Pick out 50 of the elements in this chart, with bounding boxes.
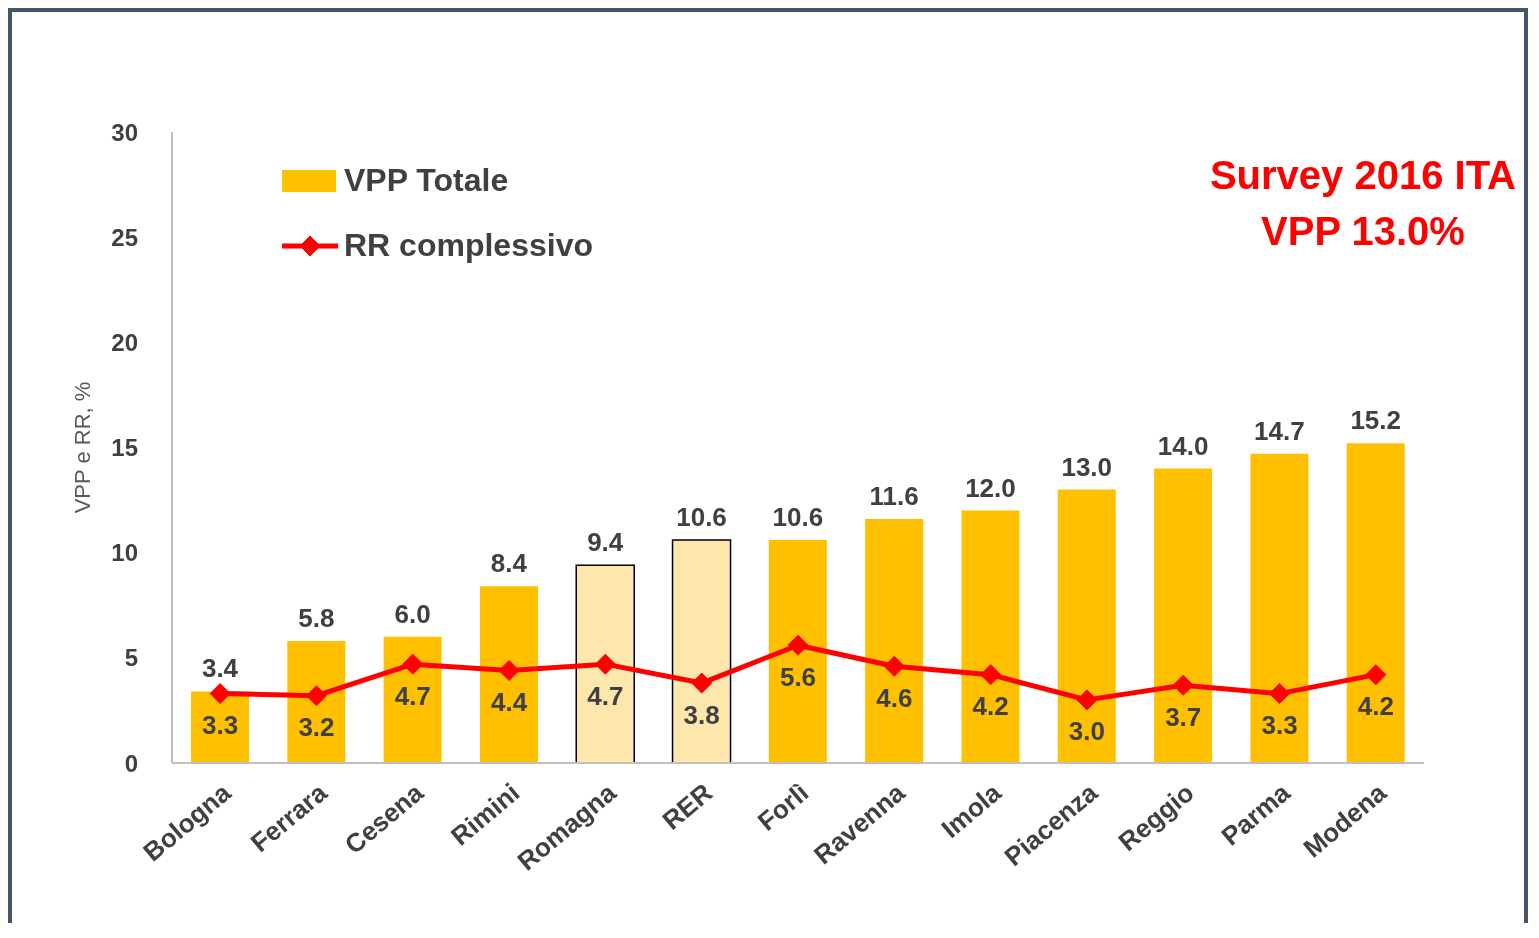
data-label: 14.7 (1254, 415, 1305, 446)
data-label: 15.2 (1350, 405, 1401, 436)
legend-label: RR complessivo (344, 227, 593, 264)
bar (961, 510, 1020, 763)
data-label: 8.4 (490, 548, 528, 579)
bar (1057, 489, 1116, 763)
data-label: 4.2 (1357, 691, 1394, 722)
bar (575, 564, 635, 763)
data-label: 3.8 (683, 699, 720, 730)
data-label: 5.6 (779, 661, 817, 692)
data-label: 4.7 (587, 680, 624, 711)
y-tick-label: 15 (111, 434, 138, 462)
data-label: 3.3 (202, 710, 239, 741)
bar (768, 540, 827, 763)
y-axis-title: VPP e RR, % (69, 381, 95, 514)
bar (287, 641, 346, 763)
bar (671, 539, 732, 763)
data-label: 14.0 (1157, 430, 1209, 461)
data-label: 5.8 (298, 603, 335, 634)
data-label: 4.2 (972, 691, 1009, 722)
data-label: 3.2 (298, 712, 335, 743)
data-label: 11.6 (869, 481, 919, 512)
data-label: 9.4 (587, 527, 624, 558)
y-tick-label: 30 (111, 118, 138, 146)
y-tick-label: 20 (111, 328, 138, 356)
data-label: 6.0 (394, 598, 431, 629)
bar (1154, 468, 1213, 763)
bar (383, 636, 442, 763)
data-label: 3.4 (201, 653, 239, 684)
data-label: 10.6 (676, 502, 727, 533)
annotation: VPP 13.0% (1260, 208, 1466, 255)
bar (479, 586, 538, 763)
annotation: Survey 2016 ITA (1209, 152, 1516, 199)
data-label: 13.0 (1061, 451, 1113, 482)
y-tick-label: 5 (124, 644, 138, 672)
data-label: 3.7 (1165, 701, 1202, 732)
data-label: 4.7 (394, 680, 431, 711)
data-label: 10.6 (772, 502, 824, 533)
y-tick-label: 25 (111, 223, 138, 251)
bar (1346, 443, 1405, 763)
data-label: 12.0 (965, 472, 1016, 503)
data-label: 3.0 (1068, 716, 1105, 747)
data-label: 4.6 (876, 682, 913, 713)
bar (1250, 453, 1309, 763)
data-label: 4.4 (491, 686, 528, 717)
bar (865, 519, 924, 763)
y-tick-label: 10 (111, 539, 138, 567)
y-tick-label: 0 (124, 749, 138, 777)
legend-label: VPP Totale (344, 162, 509, 199)
data-label: 3.3 (1261, 710, 1298, 741)
